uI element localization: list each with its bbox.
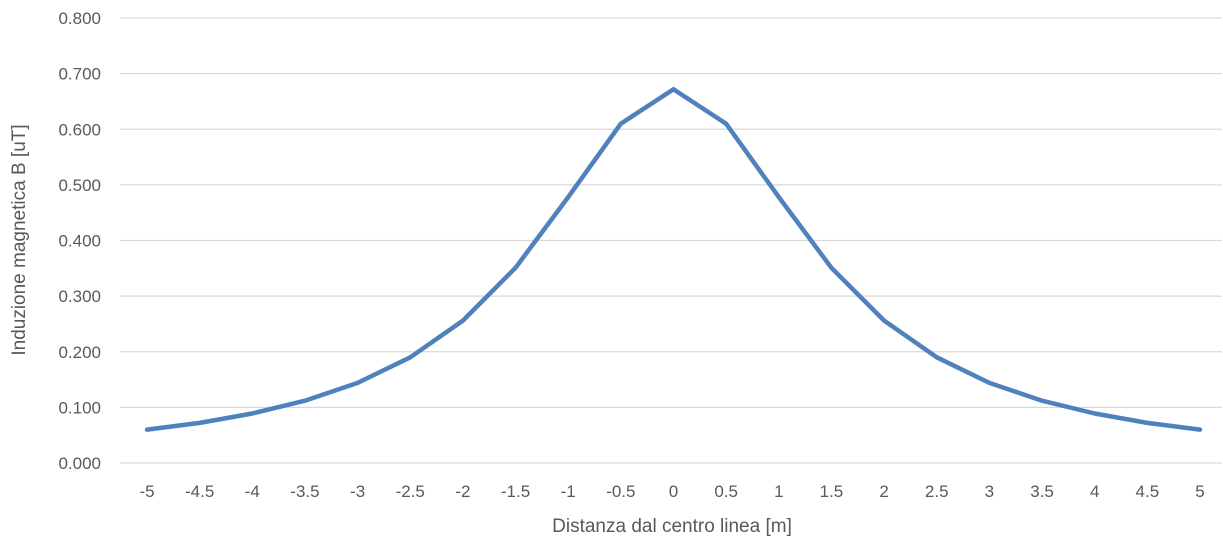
x-tick-label: -2 (455, 482, 470, 501)
x-axis-ticks: -5 -4.5 -4 -3.5 -3 -2.5 -2 -1.5 -1 -0.5 0 0.5 1 1.5 2 2… (139, 482, 1204, 501)
x-tick-label: 4.5 (1136, 482, 1160, 501)
x-axis-title: Distanza dal centro linea [m] (552, 516, 792, 537)
y-axis-ticks: 0.000 0.100 0.200 0.300 0.400 0.500 0.600 0.700… (58, 9, 101, 473)
y-tick-label: 0.800 (58, 9, 101, 28)
y-tick-label: 0.100 (58, 398, 101, 417)
x-tick-label: 1 (774, 482, 783, 501)
x-tick-label: -3 (350, 482, 365, 501)
x-tick-label: 2.5 (925, 482, 949, 501)
x-tick-label: 4 (1090, 482, 1099, 501)
x-tick-label: 0 (669, 482, 678, 501)
x-tick-label: 3.5 (1030, 482, 1054, 501)
y-tick-label: 0.300 (58, 287, 101, 306)
y-tick-label: 0.000 (58, 454, 101, 473)
x-tick-label: 3 (985, 482, 994, 501)
y-tick-label: 0.600 (58, 120, 101, 139)
x-tick-label: -4 (245, 482, 260, 501)
x-tick-label: 5 (1195, 482, 1204, 501)
y-tick-label: 0.500 (58, 176, 101, 195)
y-tick-label: 0.200 (58, 343, 101, 362)
series-group (144, 86, 1203, 432)
x-tick-label: -2.5 (396, 482, 425, 501)
x-tick-label: 1.5 (820, 482, 844, 501)
x-tick-label: -5 (139, 482, 154, 501)
x-tick-label: -0.5 (606, 482, 635, 501)
x-tick-label: 2 (879, 482, 888, 501)
x-tick-label: -1.5 (501, 482, 530, 501)
x-tick-label: -4.5 (185, 482, 214, 501)
x-tick-label: -1 (561, 482, 576, 501)
y-axis-title: Induzione magnetica B [uT] (9, 124, 30, 355)
series-line (144, 86, 1203, 432)
x-tick-label: 0.5 (714, 482, 738, 501)
gridlines (120, 17, 1222, 464)
y-tick-label: 0.400 (58, 232, 101, 251)
x-tick-label: -3.5 (290, 482, 319, 501)
y-tick-label: 0.700 (58, 65, 101, 84)
